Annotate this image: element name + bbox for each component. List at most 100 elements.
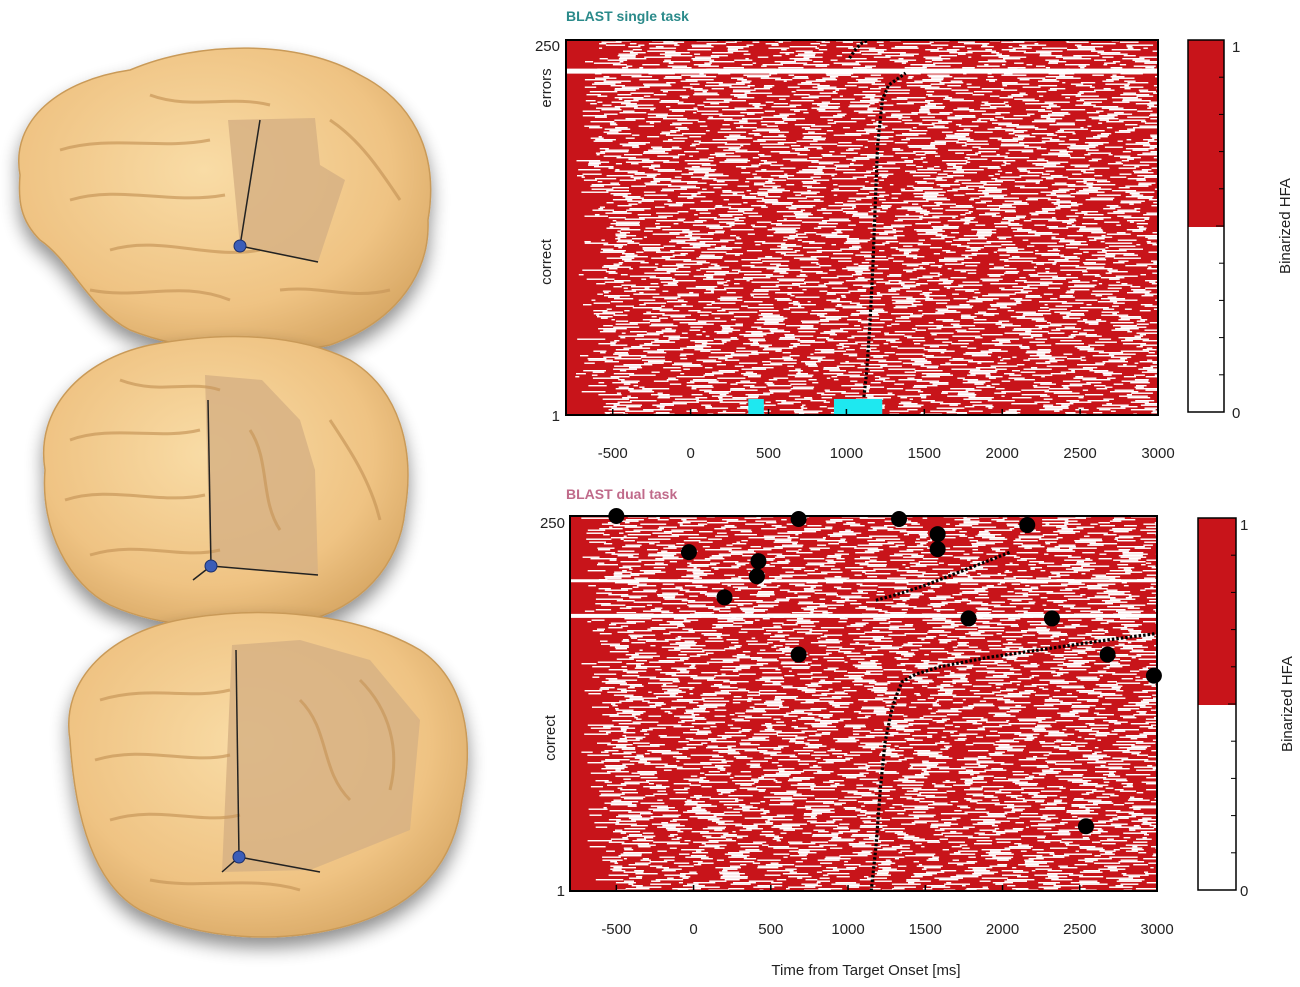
hfa-gap-cell xyxy=(1103,208,1116,210)
hfa-gap-cell xyxy=(1126,229,1146,231)
hfa-gap-cell xyxy=(1064,257,1080,259)
hfa-gap-cell xyxy=(1045,67,1050,69)
hfa-gap-cell xyxy=(697,320,727,322)
hfa-gap-cell xyxy=(996,302,1022,304)
hfa-gap-cell xyxy=(897,218,923,220)
hfa-gap-cell xyxy=(933,253,940,255)
hfa-gap-cell xyxy=(960,214,966,216)
hfa-gap-cell xyxy=(622,639,629,641)
hfa-gap-cell xyxy=(719,394,727,396)
hfa-gap-cell xyxy=(983,314,995,316)
hfa-gap-cell xyxy=(991,160,1016,162)
hfa-gap-cell xyxy=(803,558,825,560)
hfa-gap-cell xyxy=(957,139,974,141)
hfa-gap-cell xyxy=(1131,289,1146,291)
hfa-gap-cell xyxy=(844,133,870,135)
hfa-gap-cell xyxy=(1025,179,1043,181)
hfa-gap-cell xyxy=(684,160,714,162)
hfa-gap-cell xyxy=(795,622,814,624)
hfa-gap-cell xyxy=(842,307,867,309)
hfa-gap-cell xyxy=(795,296,820,298)
hfa-gap-cell xyxy=(789,355,800,357)
hfa-gap-cell xyxy=(969,370,998,372)
hfa-gap-cell xyxy=(978,594,988,596)
hfa-gap-cell xyxy=(662,290,669,292)
hfa-gap-cell xyxy=(833,62,860,64)
hfa-gap-cell xyxy=(1063,657,1083,659)
hfa-gap-cell xyxy=(1154,652,1157,654)
hfa-gap-cell xyxy=(847,319,862,321)
hfa-gap-cell xyxy=(947,118,963,120)
hfa-gap-cell xyxy=(875,236,898,238)
hfa-gap-cell xyxy=(836,344,844,346)
hfa-gap-cell xyxy=(952,409,957,411)
hfa-gap-cell xyxy=(760,143,785,145)
hfa-gap-cell xyxy=(764,347,793,349)
hfa-gap-cell xyxy=(621,284,636,286)
hfa-gap-cell xyxy=(952,217,956,219)
hfa-gap-cell xyxy=(1142,570,1157,572)
hfa-gap-cell xyxy=(704,292,714,294)
hfa-gap-cell xyxy=(639,292,644,294)
hfa-gap-cell xyxy=(1030,670,1056,672)
hfa-gap-cell xyxy=(1151,260,1158,262)
hfa-gap-cell xyxy=(813,227,822,229)
hfa-gap-cell xyxy=(1095,618,1103,620)
hfa-gap-cell xyxy=(914,229,943,231)
hfa-gap-cell xyxy=(901,670,913,672)
hfa-gap-cell xyxy=(930,50,957,52)
hfa-gap-cell xyxy=(972,544,986,546)
hfa-gap-cell xyxy=(657,595,676,597)
hfa-gap-cell xyxy=(762,136,787,138)
hfa-gap-cell xyxy=(852,214,869,216)
hfa-gap-cell xyxy=(989,263,994,265)
hfa-gap-cell xyxy=(974,292,981,294)
hfa-gap-cell xyxy=(1096,319,1102,321)
hfa-gap-cell xyxy=(721,308,740,310)
hfa-gap-cell xyxy=(1077,347,1095,349)
hfa-gap-cell xyxy=(919,212,943,214)
hfa-gap-cell xyxy=(994,661,1007,663)
hfa-gap-cell xyxy=(944,621,963,623)
hfa-gap-cell xyxy=(750,386,767,388)
hfa-gap-cell xyxy=(842,41,853,43)
hfa-gap-cell xyxy=(638,202,642,204)
hfa-gap-cell xyxy=(683,732,712,734)
hfa-gap-cell xyxy=(672,401,699,403)
hfa-gap-cell xyxy=(721,245,726,247)
hfa-gap-cell xyxy=(788,208,797,210)
hfa-gap-cell xyxy=(888,621,902,623)
hfa-gap-cell xyxy=(966,83,972,85)
hfa-gap-cell xyxy=(915,541,928,543)
hfa-gap-cell xyxy=(953,194,965,196)
hfa-gap-cell xyxy=(864,573,891,575)
hfa-gap-cell xyxy=(1070,209,1078,211)
hfa-gap-cell xyxy=(758,314,780,316)
hfa-gap-cell xyxy=(852,730,871,732)
hfa-gap-cell xyxy=(929,382,949,384)
hfa-gap-cell xyxy=(852,664,877,666)
hfa-gap-cell xyxy=(701,672,718,674)
hfa-gap-cell xyxy=(921,373,951,375)
hfa-gap-cell xyxy=(691,388,697,390)
hfa-gap-cell xyxy=(597,293,603,295)
hfa-gap-cell xyxy=(644,85,672,87)
hfa-gap-cell xyxy=(832,705,840,707)
hfa-gap-cell xyxy=(845,241,868,243)
hfa-gap-cell xyxy=(965,143,989,145)
hfa-gap-cell xyxy=(776,721,785,723)
hfa-gap-cell xyxy=(584,362,595,364)
hfa-gap-cell xyxy=(955,124,962,126)
hfa-gap-cell xyxy=(1001,395,1005,397)
hfa-gap-cell xyxy=(627,583,647,585)
hfa-gap-cell xyxy=(785,559,790,561)
hfa-gap-cell xyxy=(1055,720,1074,722)
hfa-gap-cell xyxy=(856,139,869,141)
hfa-gap-cell xyxy=(1086,304,1092,306)
hfa-gap-cell xyxy=(941,601,961,603)
hfa-gap-cell xyxy=(1124,85,1129,87)
hfa-gap-cell xyxy=(1104,550,1129,552)
hfa-gap-cell xyxy=(743,277,771,279)
hfa-gap-cell xyxy=(927,727,945,729)
hfa-gap-cell xyxy=(930,694,957,696)
